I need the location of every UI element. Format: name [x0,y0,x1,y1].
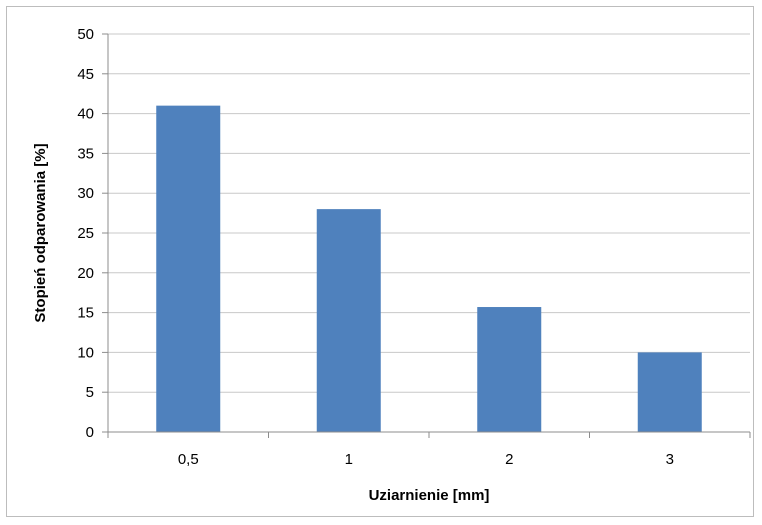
y-tick-label: 45 [77,66,94,83]
x-tick-label: 3 [666,451,674,468]
bars [156,105,702,432]
bar-1 [156,105,221,432]
bar-2 [316,209,381,432]
x-tick-labels: 0,5 1 2 3 [107,432,751,468]
bar-3 [477,307,542,432]
x-tick-label: 0,5 [178,451,199,468]
bar-4 [637,352,702,432]
y-tick-label: 20 [77,265,94,282]
y-tick-label: 30 [77,185,94,202]
y-tick-label: 15 [77,305,94,322]
y-axis-title: Stopień odparowania [%] [32,143,49,322]
y-tick-label: 50 [77,26,94,43]
y-tick-label: 35 [77,145,94,162]
y-tick-label: 0 [86,424,94,441]
y-tick-labels: 0 5 10 15 20 25 30 35 40 45 50 [77,26,108,441]
x-tick-label: 1 [345,451,353,468]
y-tick-label: 40 [77,106,94,123]
y-tick-label: 5 [86,384,94,401]
y-tick-label: 10 [77,344,94,361]
x-axis-title: Uziarnienie [mm] [369,487,490,504]
y-tick-label: 25 [77,225,94,242]
x-tick-label: 2 [505,451,513,468]
